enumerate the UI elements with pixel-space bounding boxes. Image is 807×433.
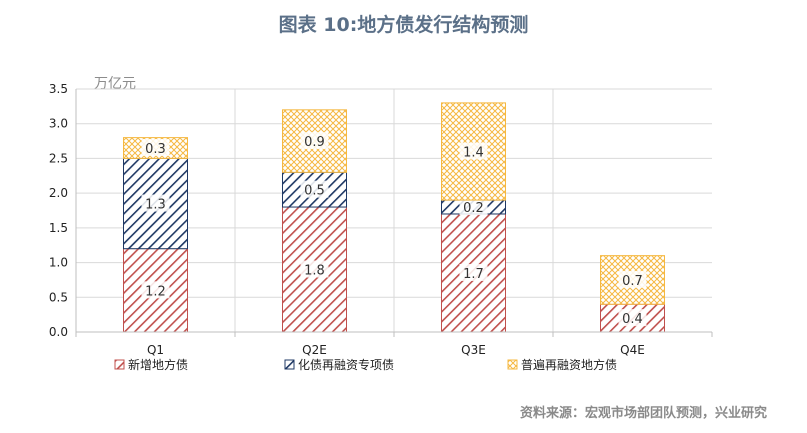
y-tick-label: 3.5 bbox=[49, 82, 68, 96]
y-tick-label: 3.0 bbox=[49, 117, 68, 131]
x-tick-label: Q4E bbox=[620, 343, 645, 357]
data-label: 1.2 bbox=[145, 284, 166, 299]
data-label: 1.8 bbox=[304, 264, 325, 279]
legend-swatch bbox=[114, 359, 125, 370]
legend-label: 化债再融资专项债 bbox=[298, 357, 394, 372]
y-tick-label: 0.0 bbox=[49, 325, 68, 339]
x-tick-label: Q2E bbox=[302, 343, 327, 357]
y-tick-label: 0.5 bbox=[49, 290, 68, 304]
data-label: 0.7 bbox=[622, 274, 643, 289]
data-label: 0.5 bbox=[304, 184, 325, 199]
data-label-bg bbox=[300, 132, 329, 150]
data-label-bg bbox=[459, 142, 488, 160]
data-label: 1.7 bbox=[463, 267, 484, 282]
y-axis-unit: 万亿元 bbox=[94, 76, 136, 92]
data-label-bg bbox=[459, 263, 488, 281]
x-tick-label: Q1 bbox=[147, 343, 164, 357]
legend-label: 新增地方债 bbox=[128, 357, 188, 372]
chart-title: 图表 10:地方债发行结构预测 bbox=[278, 14, 529, 36]
y-tick-label: 1.0 bbox=[49, 256, 68, 270]
legend-swatch bbox=[284, 359, 295, 370]
y-tick-label: 2.0 bbox=[49, 186, 68, 200]
data-label-bg bbox=[141, 194, 170, 212]
data-label: 1.4 bbox=[463, 145, 484, 160]
data-label: 0.4 bbox=[622, 312, 643, 327]
data-label: 0.3 bbox=[145, 142, 166, 157]
data-label-bg bbox=[141, 139, 170, 157]
legend-label: 普遍再融资地方债 bbox=[521, 357, 617, 372]
source-note: 资料来源：宏观市场部团队预测，兴业研究 bbox=[519, 406, 767, 421]
y-tick-label: 1.5 bbox=[49, 221, 68, 235]
data-label: 0.2 bbox=[463, 201, 484, 216]
legend-swatch bbox=[507, 359, 518, 370]
bar-segment bbox=[600, 255, 665, 305]
data-label-bg bbox=[459, 198, 488, 216]
data-label-bg bbox=[141, 281, 170, 299]
y-tick-label: 2.5 bbox=[49, 151, 68, 165]
data-label-bg bbox=[300, 180, 329, 198]
data-label: 0.9 bbox=[304, 135, 325, 150]
data-label-bg bbox=[300, 260, 329, 278]
data-label: 1.3 bbox=[145, 198, 166, 213]
x-tick-label: Q3E bbox=[461, 343, 486, 357]
data-label-bg bbox=[618, 270, 647, 288]
data-label-bg bbox=[618, 309, 647, 327]
